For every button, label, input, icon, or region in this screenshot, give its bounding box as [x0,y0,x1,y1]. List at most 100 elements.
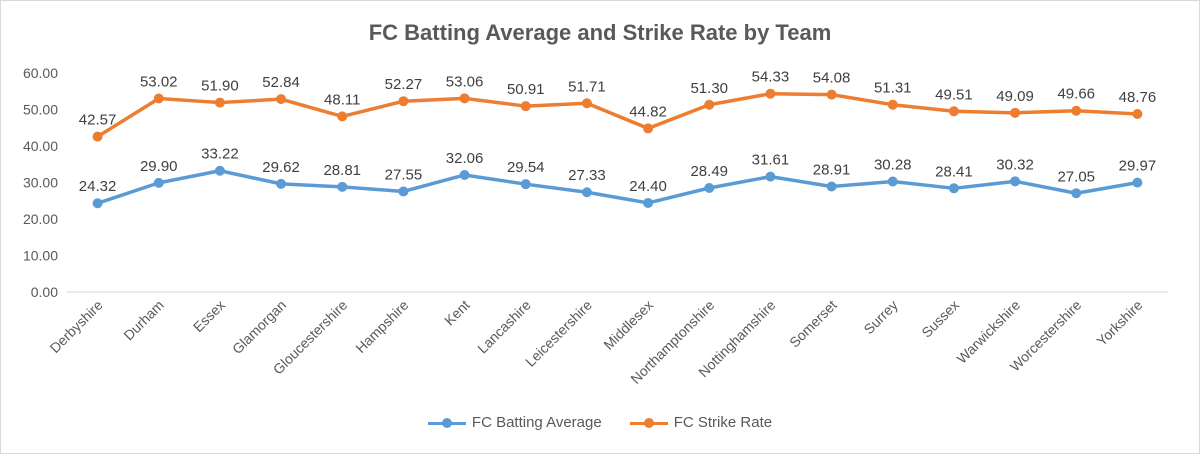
x-tick-label: Kent [441,297,473,329]
data-point [276,178,287,189]
data-point [92,131,103,142]
data-label: 54.33 [752,69,790,86]
data-point [520,101,531,112]
y-tick-label: 40.00 [23,138,58,154]
data-label: 30.32 [996,156,1034,173]
data-point [398,96,409,107]
data-point [1010,176,1021,187]
legend-swatch-strike-rate [629,417,668,429]
data-label: 51.30 [690,80,728,97]
data-label: 53.02 [140,73,178,90]
data-label: 28.49 [690,163,728,180]
legend-item-batting-average: FC Batting Average [427,414,602,431]
data-label: 27.33 [568,167,606,184]
x-tick-label: Durham [120,297,167,344]
series-line-1 [95,91,1140,139]
legend-item-strike-rate: FC Strike Rate [629,414,773,431]
data-label: 51.90 [201,78,239,95]
data-label: 50.91 [507,81,545,98]
data-point [153,177,164,188]
data-point [337,181,348,192]
data-point [826,89,837,100]
data-label: 42.57 [79,112,117,129]
data-label: 49.66 [1057,86,1095,103]
data-label: 52.27 [385,76,423,93]
data-point [214,165,225,176]
data-label: 30.28 [874,156,912,173]
data-point [887,99,898,110]
data-point [765,171,776,182]
x-tick-label: Yorkshire [1093,297,1145,349]
data-point [643,123,654,134]
chart-legend: FC Batting Average FC Strike Rate [0,414,1200,431]
x-tick-label: Lancashire [474,297,534,357]
y-tick-label: 60.00 [23,65,58,81]
legend-label-strike-rate: FC Strike Rate [673,414,773,431]
data-label: 28.81 [323,162,361,179]
x-tick-label: Sussex [918,297,962,341]
data-label: 49.51 [935,86,973,103]
data-point [643,197,654,208]
data-point [581,187,592,198]
data-label: 44.82 [629,103,667,120]
data-label: 24.32 [79,178,117,195]
data-label: 32.06 [446,150,484,167]
data-label: 51.31 [874,80,912,97]
data-point [92,198,103,209]
y-tick-label: 0.00 [31,284,58,300]
data-point [276,94,287,105]
data-point [520,179,531,190]
data-label: 29.62 [262,159,300,176]
data-point [214,97,225,108]
data-point [826,181,837,192]
y-tick-label: 10.00 [23,248,58,264]
data-label: 27.05 [1057,168,1095,185]
y-tick-label: 50.00 [23,102,58,118]
data-label: 33.22 [201,146,239,163]
data-point [704,99,715,110]
series-line-0 [95,168,1140,205]
x-tick-label: Surrey [860,297,900,337]
data-label: 29.90 [140,158,178,175]
data-label: 29.97 [1119,158,1157,175]
x-tick-label: Somerset [786,297,840,351]
data-point [459,169,470,180]
data-label: 53.06 [446,73,484,90]
data-point [948,106,959,117]
data-point [948,183,959,194]
data-label: 48.11 [324,91,360,108]
data-point [459,93,470,104]
x-tick-label: Hampshire [352,297,411,356]
data-label: 49.09 [996,88,1034,105]
data-label: 28.41 [935,163,973,180]
data-label: 48.76 [1119,89,1157,106]
data-label: 28.91 [813,161,851,178]
data-point [887,176,898,187]
data-label: 29.54 [507,159,545,176]
x-tick-label: Derbyshire [47,297,106,356]
data-label: 52.84 [262,74,300,91]
data-label: 31.61 [752,152,790,169]
x-tick-label: Essex [190,297,228,335]
legend-swatch-batting-average [427,417,466,429]
chart-title: FC Batting Average and Strike Rate by Te… [368,20,832,45]
y-tick-label: 30.00 [23,175,58,191]
data-label: 51.71 [568,78,606,95]
y-tick-label: 20.00 [23,211,58,227]
data-point [581,98,592,109]
data-point [1010,107,1021,118]
data-point [153,93,164,104]
data-point [765,88,776,99]
data-point [1071,105,1082,116]
x-tick-label: Glamorgan [229,297,289,357]
data-point [1132,177,1143,188]
data-point [398,186,409,197]
data-point [1071,188,1082,199]
legend-label-batting-average: FC Batting Average [471,414,602,431]
x-tick-label: Middlesex [600,297,656,353]
data-point [337,111,348,122]
data-point [1132,109,1143,120]
data-label: 24.40 [629,178,667,195]
data-label: 27.55 [385,166,423,183]
